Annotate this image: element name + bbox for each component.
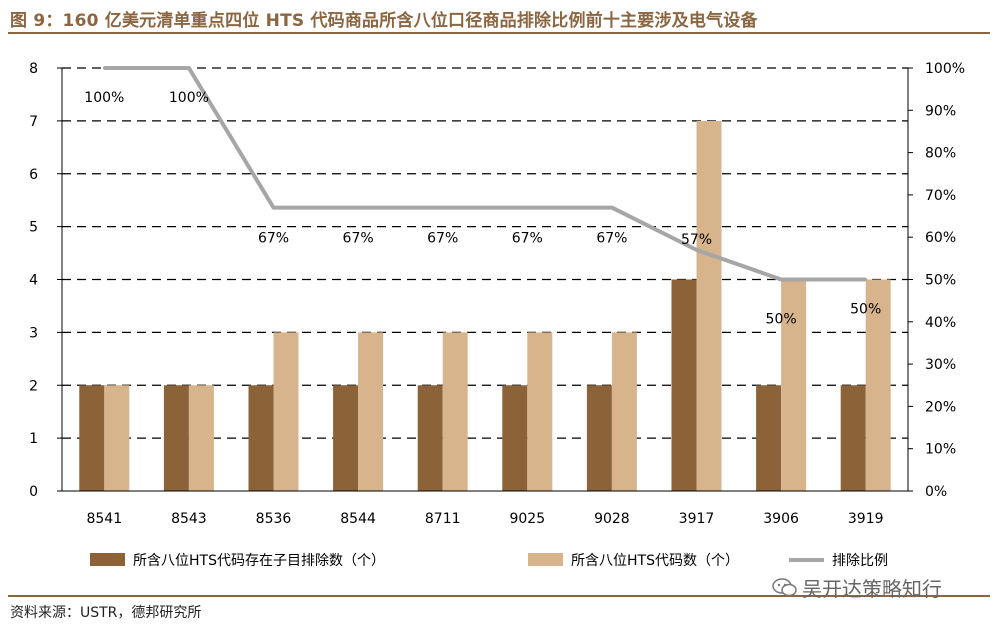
bar-total-8711 <box>442 332 468 491</box>
bars <box>79 120 891 491</box>
ratio-data-label: 100% <box>169 90 209 106</box>
bar-excluded-3919 <box>840 385 866 491</box>
bar-excluded-9028 <box>586 385 612 491</box>
legend-swatch-excluded <box>90 553 125 566</box>
x-tick-label: 8544 <box>340 511 376 527</box>
ratio-point <box>864 278 868 281</box>
bar-total-3906 <box>781 279 807 491</box>
legend-swatch-total <box>528 553 563 566</box>
y-right-tick-label: 100% <box>925 61 965 77</box>
bar-excluded-8544 <box>333 385 359 491</box>
y-right-tick-label: 60% <box>925 230 956 246</box>
legend: 所含八位HTS代码存在子目排除数（个） 所含八位HTS代码数（个） 排除比例 <box>90 553 888 569</box>
x-tick-label: 8541 <box>86 511 122 527</box>
ratio-polyline <box>104 66 866 282</box>
x-tick-label: 3917 <box>679 511 715 527</box>
y-left-tick-label: 4 <box>29 273 38 289</box>
axes: 0123456780%10%20%30%40%50%60%70%80%90%10… <box>29 61 965 527</box>
y-right-tick-label: 50% <box>925 273 956 289</box>
x-tick-label: 8711 <box>425 511 461 527</box>
bar-total-9028 <box>611 332 637 491</box>
x-tick-label: 9025 <box>509 511 545 527</box>
bar-total-8536 <box>273 332 299 491</box>
ratio-point <box>187 66 191 70</box>
y-right-tick-label: 30% <box>925 357 956 373</box>
chart: 100% 100% 67% 67% 67% 67% 67% 57% 50% 50% 0 1 2 3 4 5 6… <box>29 61 965 569</box>
title-rule <box>8 32 990 34</box>
x-tick-label: 8543 <box>171 511 207 527</box>
ratio-point <box>779 278 783 281</box>
bar-excluded-8541 <box>79 385 105 491</box>
y-left-tick-label: 3 <box>29 325 38 341</box>
y-right-tick-label: 20% <box>925 399 956 415</box>
ratio-line: 100% 100% 67% 67% 67% 67% 67% 57% 50% 50% <box>84 66 881 328</box>
watermark-text: 吴开达策略知行 <box>802 577 942 601</box>
bar-excluded-3917 <box>671 279 697 491</box>
y-left-tick-label: 6 <box>29 167 38 183</box>
legend-label-excluded: 所含八位HTS代码存在子目排除数（个） <box>133 553 385 569</box>
bar-excluded-8711 <box>417 385 443 491</box>
y-right-tick-label: 80% <box>925 146 956 162</box>
bar-total-9025 <box>527 332 553 491</box>
bar-excluded-3906 <box>756 385 782 491</box>
ratio-point <box>695 248 698 252</box>
y-right-tick-label: 70% <box>925 188 956 204</box>
ratio-point <box>102 66 106 70</box>
figure-title: 图 9：160 亿美元清单重点四位 HTS 代码商品所含八位口径商品排除比例前十… <box>10 11 758 31</box>
x-tick-label: 3919 <box>848 511 884 527</box>
ratio-point <box>356 206 360 210</box>
y-right-tick-label: 0% <box>925 484 947 500</box>
legend-label-ratio: 排除比例 <box>832 553 888 569</box>
ratio-data-label: 50% <box>766 312 797 328</box>
y-right-tick-label: 10% <box>925 442 956 458</box>
ratio-data-label: 50% <box>850 302 881 318</box>
ratio-data-label: 67% <box>596 231 627 247</box>
y-left-tick-label: 7 <box>29 114 38 130</box>
ratio-point <box>610 206 614 210</box>
ratio-data-label: 67% <box>343 231 374 247</box>
ratio-point <box>272 206 275 210</box>
footer-rule <box>8 595 990 597</box>
ratio-point <box>525 206 529 210</box>
x-tick-label: 9028 <box>594 511 630 527</box>
ratio-data-label: 67% <box>427 231 458 247</box>
wechat-icon <box>772 577 797 596</box>
bar-total-3917 <box>696 120 722 491</box>
bar-excluded-9025 <box>502 385 528 491</box>
ratio-data-label: 100% <box>84 90 124 106</box>
x-tick-label: 8536 <box>256 511 292 527</box>
ratio-point <box>441 206 445 210</box>
bar-total-8541 <box>104 385 130 491</box>
y-left-tick-label: 0 <box>29 484 38 500</box>
bar-total-8544 <box>358 332 384 491</box>
y-left-tick-label: 5 <box>29 220 38 236</box>
y-left-tick-label: 1 <box>29 431 38 447</box>
y-left-tick-label: 8 <box>29 61 38 77</box>
bar-total-3919 <box>865 279 891 491</box>
bar-excluded-8536 <box>248 385 274 491</box>
y-left-tick-label: 2 <box>29 378 38 394</box>
ratio-data-label: 57% <box>681 232 712 248</box>
bar-excluded-8543 <box>163 385 189 491</box>
x-tick-label: 3906 <box>763 511 799 527</box>
legend-label-total: 所含八位HTS代码数（个） <box>571 553 739 569</box>
y-right-tick-label: 90% <box>925 103 956 119</box>
y-right-tick-label: 40% <box>925 315 956 331</box>
ratio-data-label: 67% <box>258 231 289 247</box>
bar-total-8543 <box>188 385 214 491</box>
source-note: 资料来源：USTR，德邦研究所 <box>10 605 202 621</box>
watermark: 吴开达策略知行 <box>772 573 942 602</box>
ratio-data-label: 67% <box>512 231 543 247</box>
